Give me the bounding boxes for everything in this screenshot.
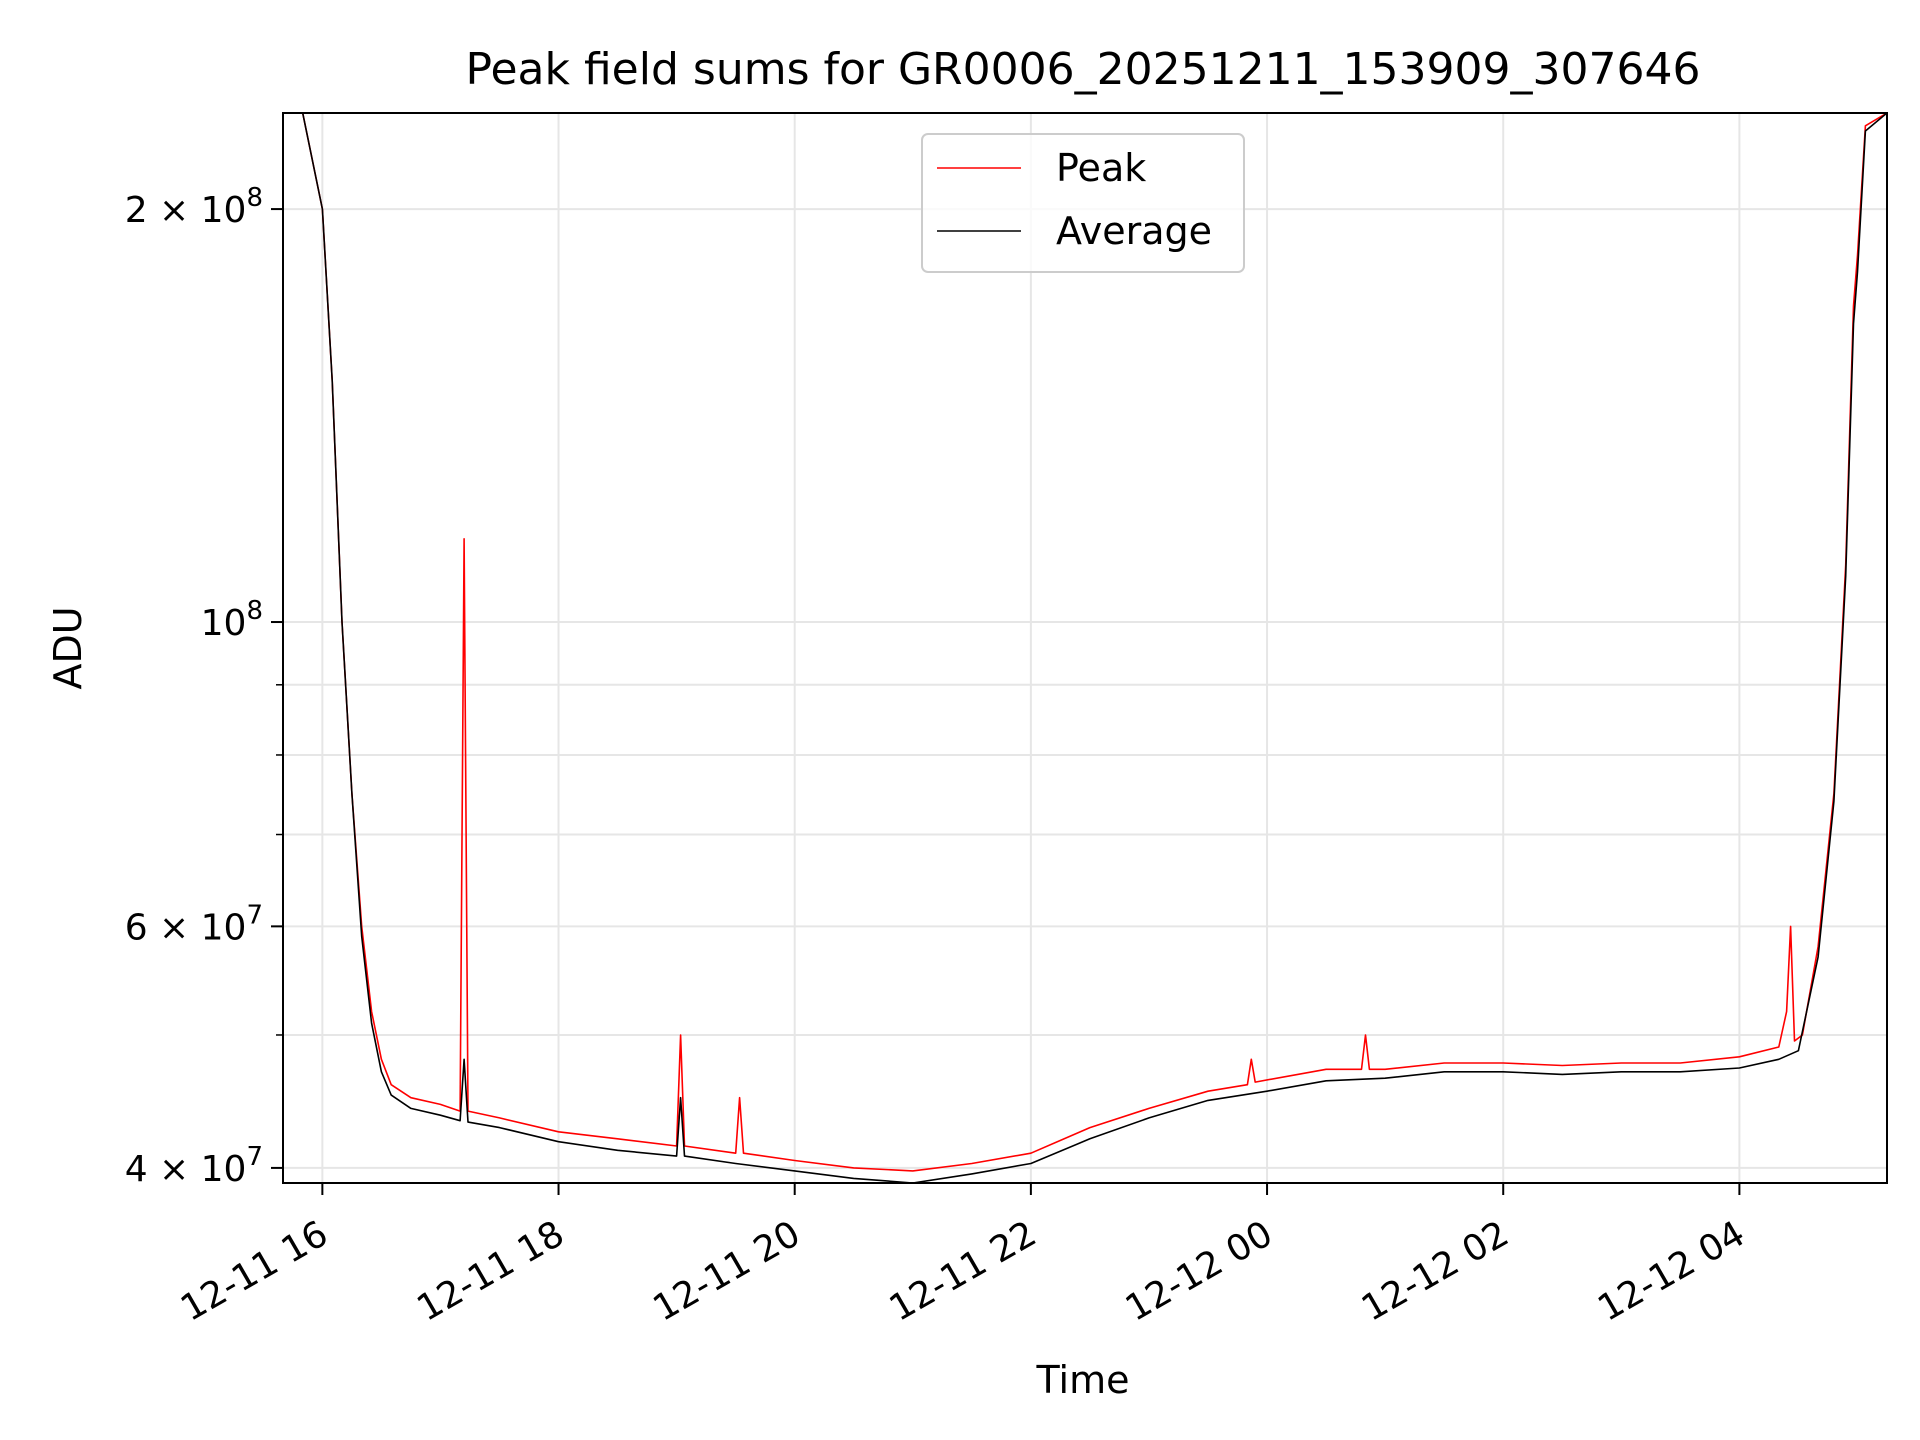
legend-average-label: Average bbox=[1056, 209, 1212, 253]
y-tick-label: 2 × 108 bbox=[125, 183, 263, 231]
series-layer bbox=[283, 113, 1887, 1183]
plot-frame bbox=[282, 112, 1888, 1184]
y-axis-label: ADU bbox=[46, 606, 90, 689]
y-tick-label: 6 × 107 bbox=[125, 900, 263, 948]
chart-title: Peak field sums for GR0006_20251211_1539… bbox=[466, 44, 1701, 95]
legend-peak-label: Peak bbox=[1056, 146, 1146, 190]
series-line-average bbox=[283, 113, 1887, 1183]
series-line-peak bbox=[283, 113, 1887, 1172]
legend: Peak Average bbox=[921, 133, 1245, 273]
x-axis-label: Time bbox=[1036, 1358, 1130, 1402]
y-tick-label: 4 × 107 bbox=[125, 1142, 263, 1190]
